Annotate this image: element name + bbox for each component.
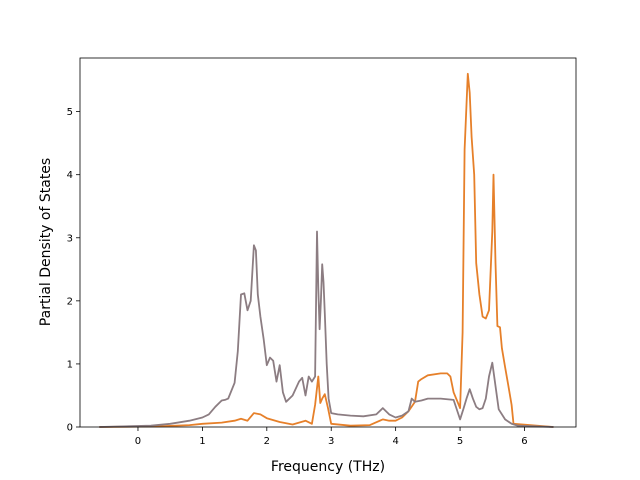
- x-tick-label: 1: [199, 436, 205, 447]
- x-tick-label: 3: [328, 436, 334, 447]
- x-tick-label: 6: [521, 436, 527, 447]
- y-tick-label: 4: [67, 170, 73, 181]
- plot-frame: [79, 57, 577, 428]
- x-tick-label: 2: [264, 436, 270, 447]
- y-tick-label: 1: [67, 359, 73, 370]
- series-line-1: [99, 72, 554, 428]
- y-tick-label: 5: [67, 107, 73, 118]
- series-line-2: [99, 230, 554, 428]
- x-tick-label: 0: [135, 436, 141, 447]
- y-axis-ticks: 0 1 2 3 4 5: [67, 107, 80, 434]
- x-tick-label: 5: [457, 436, 463, 447]
- y-tick-label: 3: [67, 233, 73, 244]
- y-axis-label: Partial Density of States: [38, 158, 54, 326]
- x-axis-label: Frequency (THz): [271, 459, 385, 475]
- series-layer: [99, 72, 554, 428]
- x-tick-label: 4: [392, 436, 398, 447]
- y-tick-label: 0: [67, 423, 73, 434]
- x-axis-ticks: 0 1 2 3 4 5 6: [135, 427, 528, 447]
- y-tick-label: 2: [67, 296, 73, 307]
